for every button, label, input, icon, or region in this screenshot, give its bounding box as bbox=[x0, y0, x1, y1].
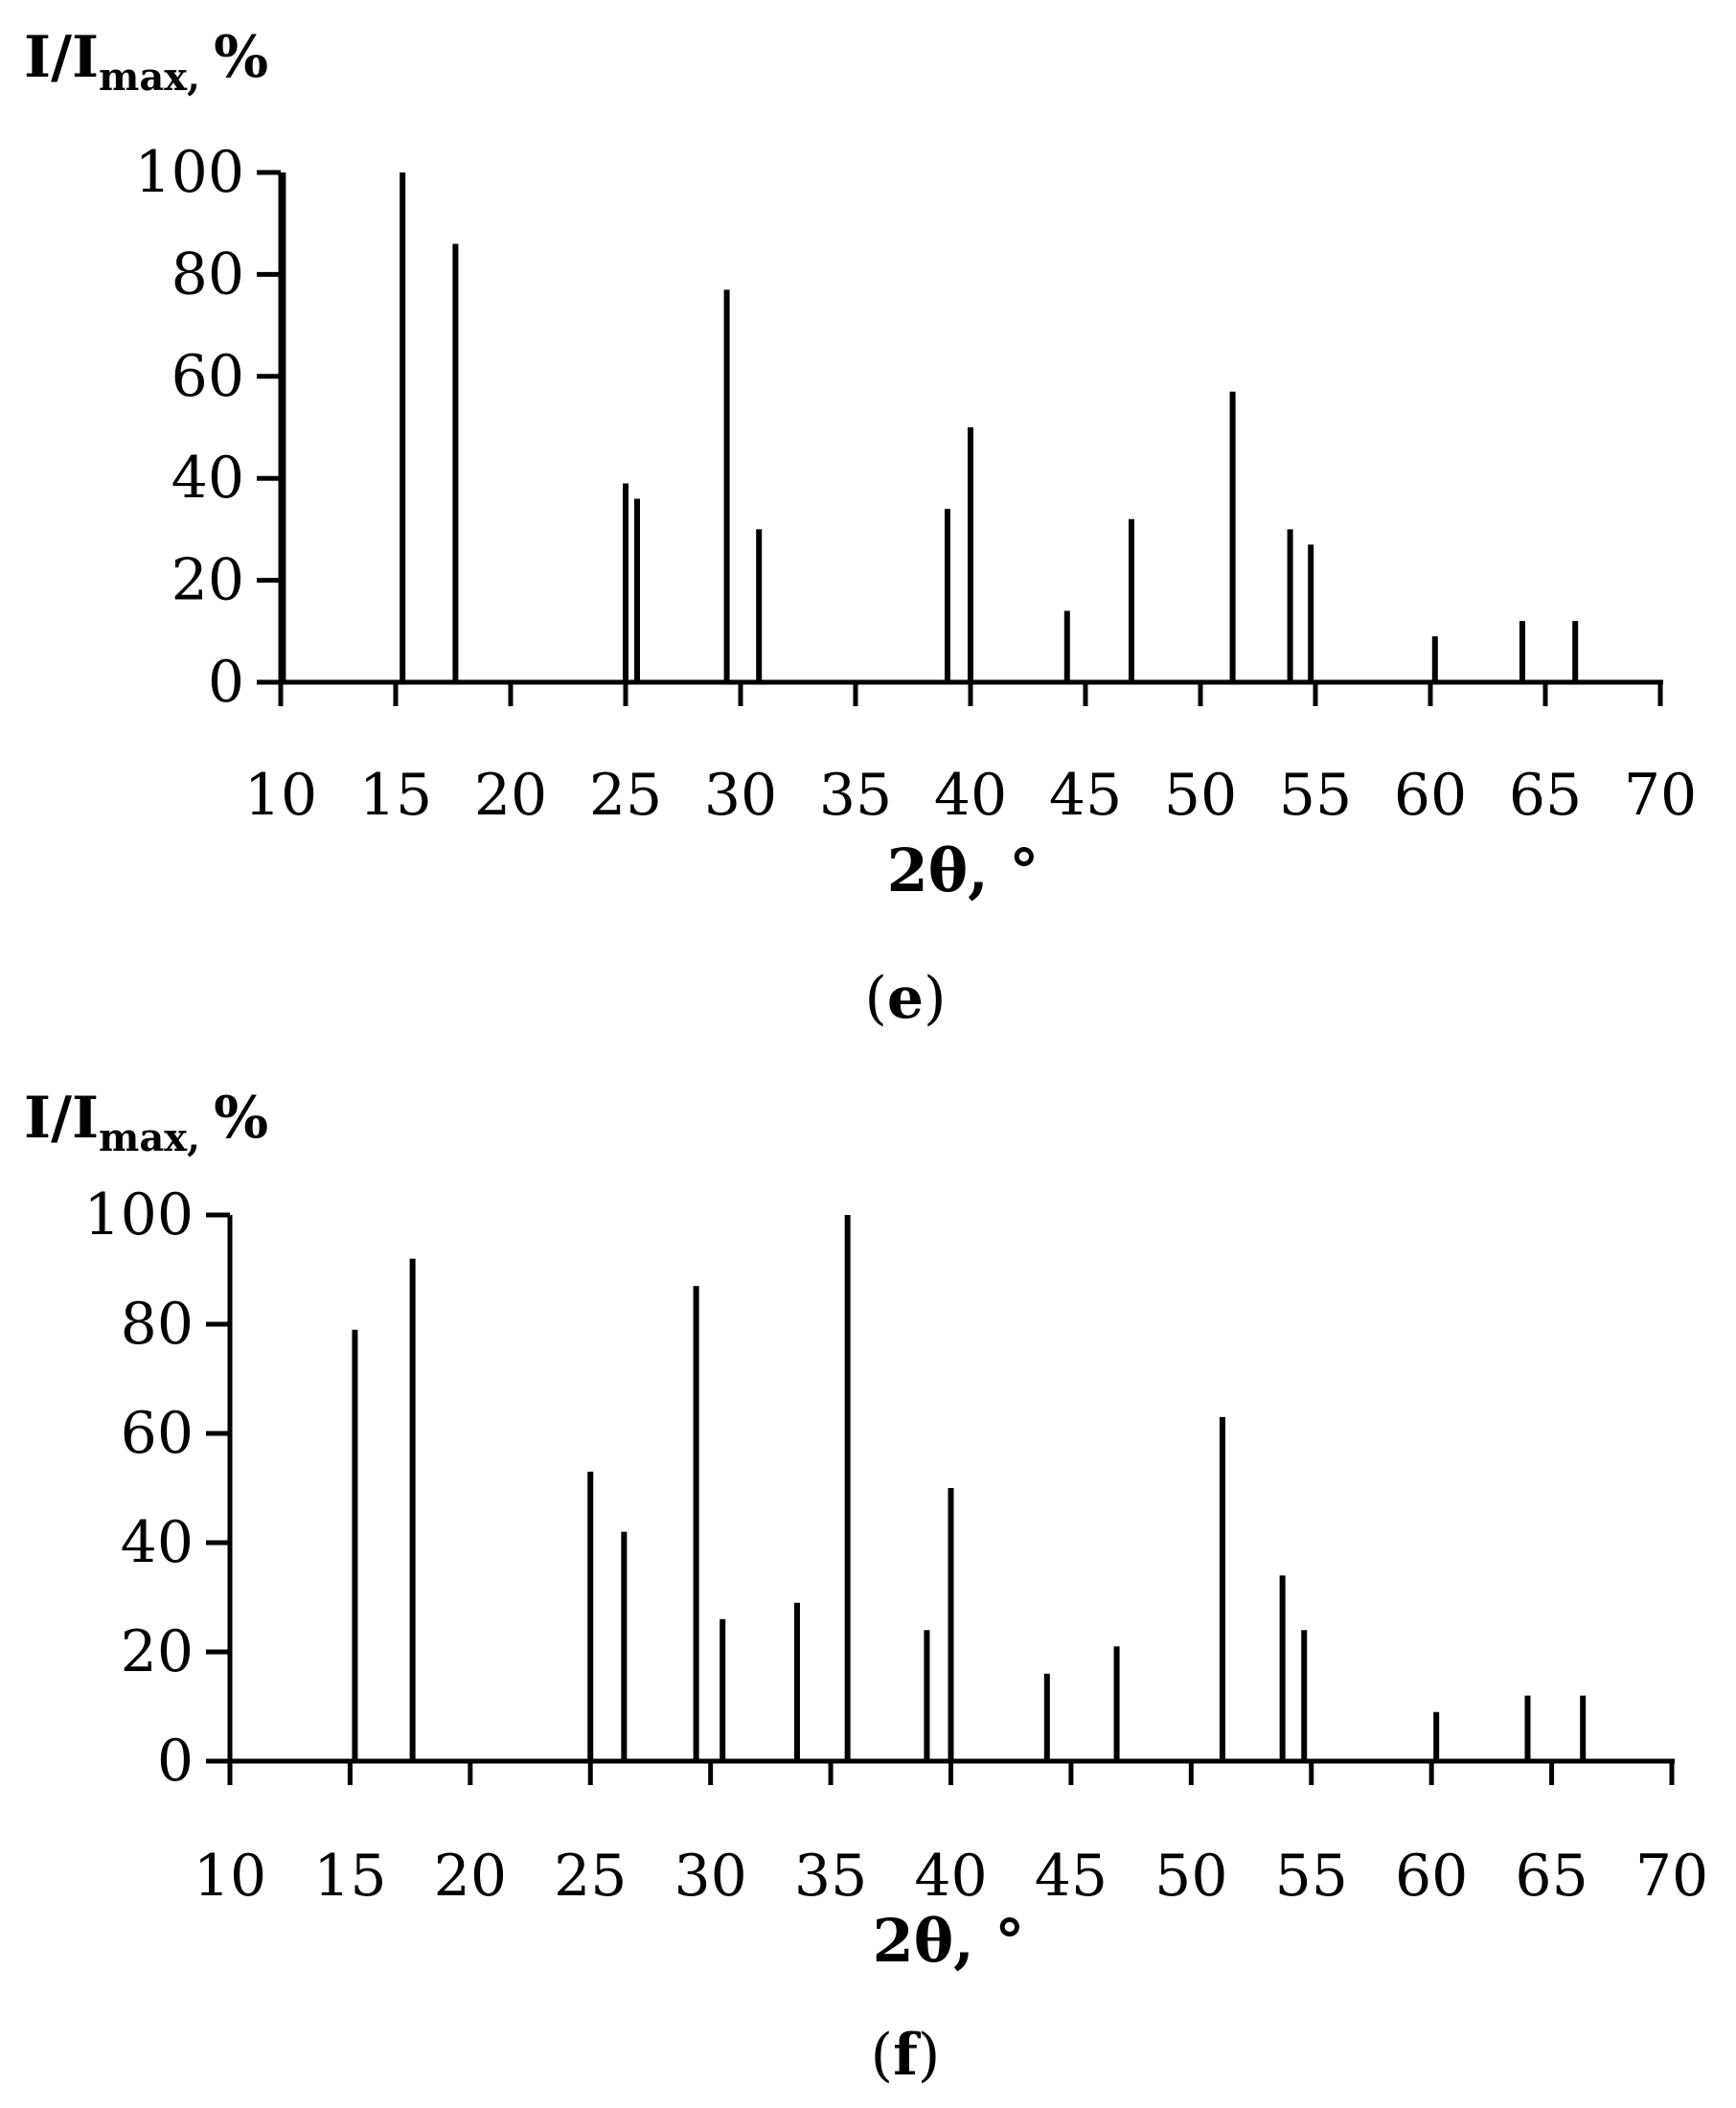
x-tick-label: 10 bbox=[194, 1843, 266, 1910]
x-axis-title: 2θ, ° bbox=[873, 1906, 1025, 1976]
chart-panel-e: I/Imax, % 0 20 40 60 80 100 10 15 20 25 30 35 40 45 50 55… bbox=[24, 24, 1697, 1032]
y-axis-title: I/Imax,% bbox=[24, 24, 268, 100]
y-axis-title-unit: % bbox=[214, 24, 268, 91]
y-axis-title-unit: % bbox=[214, 1085, 268, 1152]
y-axis-title-sub: max, bbox=[99, 55, 200, 100]
x-tick-label: 35 bbox=[794, 1843, 867, 1910]
panel-label-close: ) bbox=[924, 965, 946, 1032]
x-tick-label: 55 bbox=[1275, 1843, 1348, 1910]
x-tick-label: 55 bbox=[1279, 762, 1352, 829]
y-tick-label: 0 bbox=[208, 649, 244, 716]
y-axis-title-main: I/I bbox=[24, 24, 99, 91]
y-tick-label: 80 bbox=[121, 1291, 194, 1358]
y-axis-title-main: I/I bbox=[24, 1085, 99, 1152]
x-tick-label: 10 bbox=[244, 762, 317, 829]
y-tick-label: 60 bbox=[121, 1400, 194, 1467]
y-tick-label: 100 bbox=[134, 139, 244, 206]
panel-label-close: ) bbox=[918, 2022, 940, 2089]
x-tick-label: 60 bbox=[1394, 762, 1467, 829]
x-tick-label: 25 bbox=[589, 762, 662, 829]
x-tick-label: 45 bbox=[1035, 1843, 1108, 1910]
x-tick-label: 60 bbox=[1395, 1843, 1468, 1910]
x-tick-label: 25 bbox=[554, 1843, 627, 1910]
panel-label-letter: f bbox=[893, 2022, 922, 2089]
panel-label: (f) bbox=[871, 2022, 941, 2089]
y-tick-label: 100 bbox=[83, 1181, 194, 1249]
x-tick-label: 40 bbox=[934, 762, 1007, 829]
panel-label-open: ( bbox=[871, 2022, 893, 2089]
x-tick-label: 50 bbox=[1164, 762, 1237, 829]
x-tick-label: 50 bbox=[1154, 1843, 1227, 1910]
y-tick-label: 80 bbox=[171, 241, 244, 308]
y-tick-label: 40 bbox=[121, 1509, 194, 1576]
y-axis-title: I/Imax,% bbox=[24, 1085, 268, 1160]
x-tick-label: 70 bbox=[1635, 1843, 1708, 1910]
x-tick-label: 65 bbox=[1515, 1843, 1588, 1910]
panel-label-letter: e bbox=[887, 965, 924, 1032]
chart-panel-f: I/Imax, % 0 20 40 60 80 100 10 15 20 25 30 35 40 45 50 55… bbox=[24, 1085, 1708, 2089]
panel-label-open: ( bbox=[864, 965, 886, 1032]
x-axis-title: 2θ, ° bbox=[887, 836, 1039, 905]
x-tick-label: 70 bbox=[1624, 762, 1697, 829]
y-tick-label: 20 bbox=[171, 547, 244, 614]
x-tick-label: 65 bbox=[1509, 762, 1582, 829]
x-tick-label: 45 bbox=[1049, 762, 1122, 829]
y-axis-title-sub: max, bbox=[99, 1115, 200, 1160]
x-tick-label: 20 bbox=[434, 1843, 507, 1910]
x-tick-label: 15 bbox=[359, 762, 432, 829]
x-tick-label: 15 bbox=[313, 1843, 386, 1910]
y-tick-label: 60 bbox=[171, 343, 244, 410]
x-tick-label: 30 bbox=[674, 1843, 746, 1910]
x-tick-label: 30 bbox=[704, 762, 777, 829]
panel-label: (e) bbox=[864, 965, 946, 1032]
x-tick-label: 40 bbox=[914, 1843, 987, 1910]
x-tick-label: 35 bbox=[819, 762, 892, 829]
y-tick-label: 20 bbox=[121, 1618, 194, 1685]
x-tick-label: 20 bbox=[474, 762, 547, 829]
y-tick-label: 40 bbox=[171, 445, 244, 512]
y-tick-label: 0 bbox=[157, 1728, 194, 1795]
